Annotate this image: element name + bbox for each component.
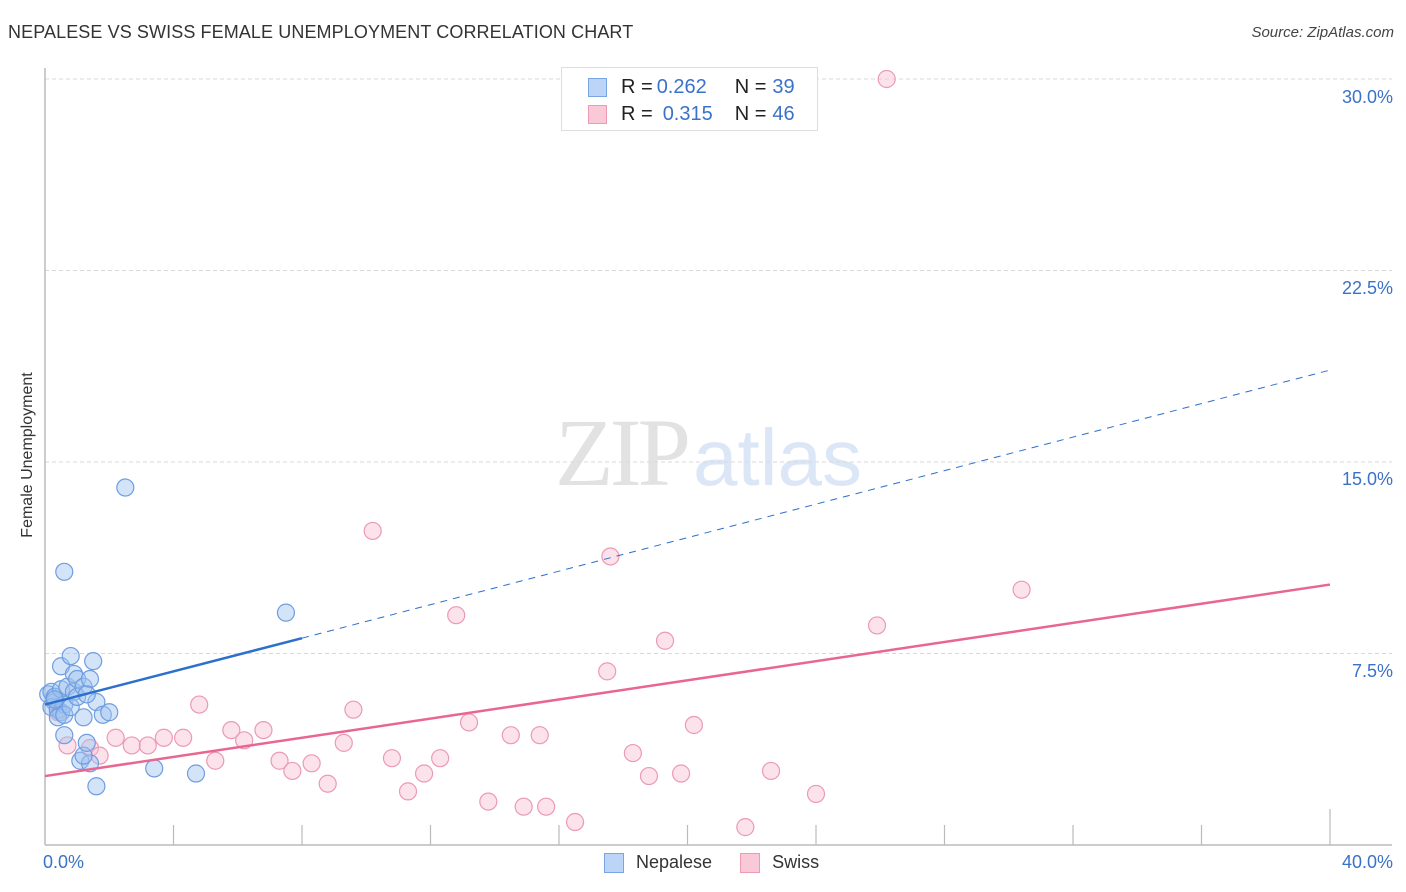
data-point: [639, 766, 659, 786]
data-point: [479, 792, 498, 811]
data-point: [318, 774, 337, 793]
nepalese-swatch: [604, 852, 624, 873]
data-point: [1012, 580, 1031, 599]
data-point: [276, 603, 296, 622]
data-point: [80, 669, 100, 689]
watermark-atlas: atlas: [693, 413, 862, 502]
x-tick-40: 40.0%: [1341, 852, 1393, 872]
data-point: [74, 708, 93, 727]
swiss-swatch: [740, 852, 761, 873]
data-point: [145, 759, 164, 778]
data-point: [87, 777, 106, 796]
zipatlas-watermark: ZIPatlas: [555, 405, 862, 501]
n-value: 39: [772, 75, 795, 98]
data-point: [116, 478, 135, 497]
data-point: [761, 761, 781, 781]
trend-lines: [44, 369, 1331, 778]
data-point: [877, 69, 896, 89]
data-point: [190, 695, 209, 714]
r-label: R =: [621, 75, 653, 98]
data-point: [206, 751, 225, 770]
r-value: 0.262: [656, 75, 707, 98]
data-point: [514, 797, 533, 816]
gridlines: [45, 78, 1392, 654]
series-legend: Nepalese Swiss: [604, 852, 847, 873]
data-point: [344, 700, 363, 719]
data-point: [186, 764, 206, 783]
data-point: [655, 631, 675, 650]
data-point: [122, 736, 141, 755]
legend-row-nepalese: R = 0.262 N = 39: [588, 75, 795, 99]
legend-label-nepalese: Nepalese: [636, 852, 713, 872]
nepalese-points: [39, 478, 296, 796]
data-point: [684, 715, 704, 735]
axes: [44, 68, 1392, 846]
data-point: [867, 616, 887, 635]
data-point: [58, 736, 77, 755]
data-point: [61, 646, 80, 666]
data-point: [398, 782, 418, 801]
y-tick-7-5: 7.5%: [1351, 661, 1393, 681]
correlation-legend: R = 0.262 N = 39 R = 0.315 N = 46: [561, 67, 818, 131]
data-point: [100, 703, 119, 722]
data-point: [270, 751, 289, 770]
legend-item-nepalese[interactable]: Nepalese: [604, 852, 712, 873]
data-point: [64, 664, 84, 684]
x-tick-0: 0.0%: [43, 852, 85, 872]
data-point: [302, 754, 321, 773]
data-point: [431, 749, 450, 768]
data-point: [174, 728, 193, 747]
source-label: Source: ZipAtlas.com: [1251, 24, 1394, 41]
r-value: 0.315: [662, 102, 713, 125]
data-point: [334, 733, 353, 752]
data-point: [55, 562, 74, 581]
data-point: [138, 736, 157, 755]
nepalese-trend-extension: [301, 369, 1331, 639]
data-point: [154, 728, 173, 747]
n-label: N =: [734, 102, 767, 125]
data-point: [55, 726, 74, 745]
data-point: [447, 606, 466, 625]
data-point: [222, 720, 241, 740]
data-point: [671, 764, 691, 783]
data-point: [601, 547, 620, 566]
data-point: [530, 726, 549, 745]
legend-row-swiss: R = 0.315 N = 46: [588, 102, 795, 126]
swiss-swatch: [588, 104, 607, 124]
data-point: [254, 720, 273, 740]
legend-item-swiss[interactable]: Swiss: [740, 852, 819, 873]
y-tick-30: 30.0%: [1341, 87, 1393, 107]
chart-title: NEPALESE VS SWISS FEMALE UNEMPLOYMENT CO…: [8, 22, 634, 42]
watermark-zip: ZIP: [555, 399, 691, 506]
data-point: [501, 726, 520, 745]
n-value: 46: [772, 102, 795, 125]
data-point: [806, 784, 826, 804]
data-point: [598, 662, 617, 681]
data-point: [90, 746, 109, 765]
data-point: [283, 761, 302, 781]
swiss-points: [45, 69, 1031, 837]
data-point: [414, 764, 434, 783]
data-point: [459, 713, 479, 732]
data-point: [537, 797, 556, 816]
n-label: N =: [734, 75, 767, 98]
data-point: [736, 818, 755, 837]
data-point: [106, 728, 125, 747]
nepalese-swatch: [588, 77, 607, 97]
nepalese-trend-line: [44, 636, 303, 706]
data-point: [84, 652, 103, 671]
r-label: R =: [621, 102, 653, 125]
data-point: [623, 743, 642, 763]
y-tick-15: 15.0%: [1341, 469, 1393, 489]
data-point: [77, 733, 96, 752]
swiss-trend-line: [44, 583, 1331, 778]
y-axis-label: Female Unemployment: [19, 372, 36, 538]
data-point: [382, 749, 402, 768]
legend-label-swiss: Swiss: [772, 852, 820, 872]
data-point: [565, 812, 585, 832]
y-tick-22-5: 22.5%: [1341, 278, 1393, 298]
data-point: [363, 521, 382, 541]
